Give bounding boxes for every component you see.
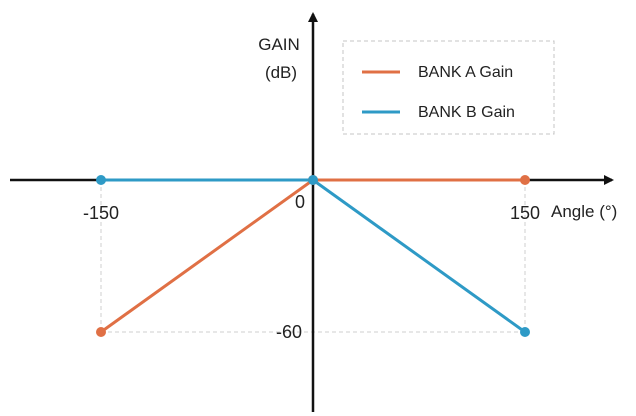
legend-box [342,40,555,135]
data-point-bank-a-gain-2 [520,175,530,185]
data-point-bank-b-gain-2 [520,327,530,337]
y-axis-label-line1: GAIN [258,35,300,54]
x-axis-label: Angle (°) [551,202,617,221]
tick-labels: -150 0 150 -60 [83,192,540,342]
x-tick-label: 150 [510,203,540,223]
legend: BANK A Gain BANK B Gain [342,40,555,135]
legend-label-bank-a: BANK A Gain [418,64,513,81]
legend-label-bank-b: BANK B Gain [418,104,515,121]
data-point-bank-a-gain-0 [96,327,106,337]
data-point-bank-b-gain-1 [308,175,318,185]
y-axis-label-line2: (dB) [265,63,297,82]
data-point-bank-b-gain-0 [96,175,106,185]
x-tick-label: -150 [83,203,119,223]
x-tick-label: 0 [295,192,305,212]
y-tick-label: -60 [276,322,302,342]
series-layer [96,175,530,337]
